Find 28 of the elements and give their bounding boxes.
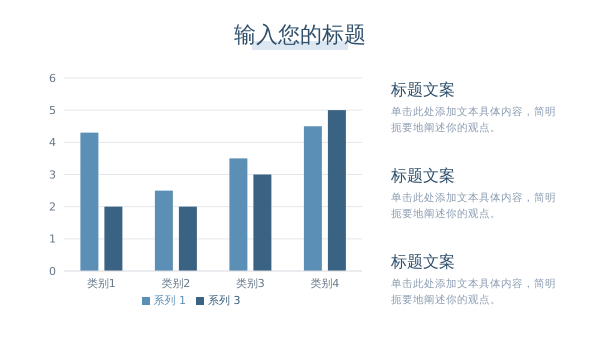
text: 标题文案 (391, 252, 456, 273)
bar (304, 126, 322, 271)
y-tick-label: 2 (49, 200, 56, 214)
y-tick-label: 0 (49, 264, 56, 278)
bar (253, 174, 272, 271)
x-tick-label: 类别4 (310, 276, 340, 290)
y-tick-label: 1 (49, 232, 56, 246)
chart-title: 输入您的标题 (234, 23, 366, 48)
bar (104, 206, 122, 271)
text: 单击此处添加文本具体内容，简明扼要地阐述你的观点。 (391, 277, 556, 308)
x-tick-label: 类别3 (236, 276, 265, 290)
bar (328, 110, 346, 271)
y-tick-label: 6 (49, 72, 56, 85)
legend-label: 系列 3 (208, 294, 240, 307)
bar (80, 132, 98, 271)
x-tick-label: 类别2 (161, 276, 190, 290)
bar (229, 158, 248, 271)
text: 单击此处添加文本具体内容，简明扼要地阐述你的观点。 (391, 105, 556, 136)
text: 标题文案 (391, 166, 456, 187)
y-tick-label: 4 (49, 136, 56, 150)
text: 标题文案 (391, 80, 456, 101)
y-tick-label: 3 (49, 168, 56, 182)
bar (178, 206, 197, 271)
legend-label: 系列 1 (154, 294, 186, 307)
y-tick-label: 5 (49, 104, 56, 118)
x-tick-label: 类别1 (86, 276, 116, 290)
bar (154, 190, 173, 271)
text: 单击此处添加文本具体内容，简明扼要地阐述你的观点。 (391, 191, 556, 222)
